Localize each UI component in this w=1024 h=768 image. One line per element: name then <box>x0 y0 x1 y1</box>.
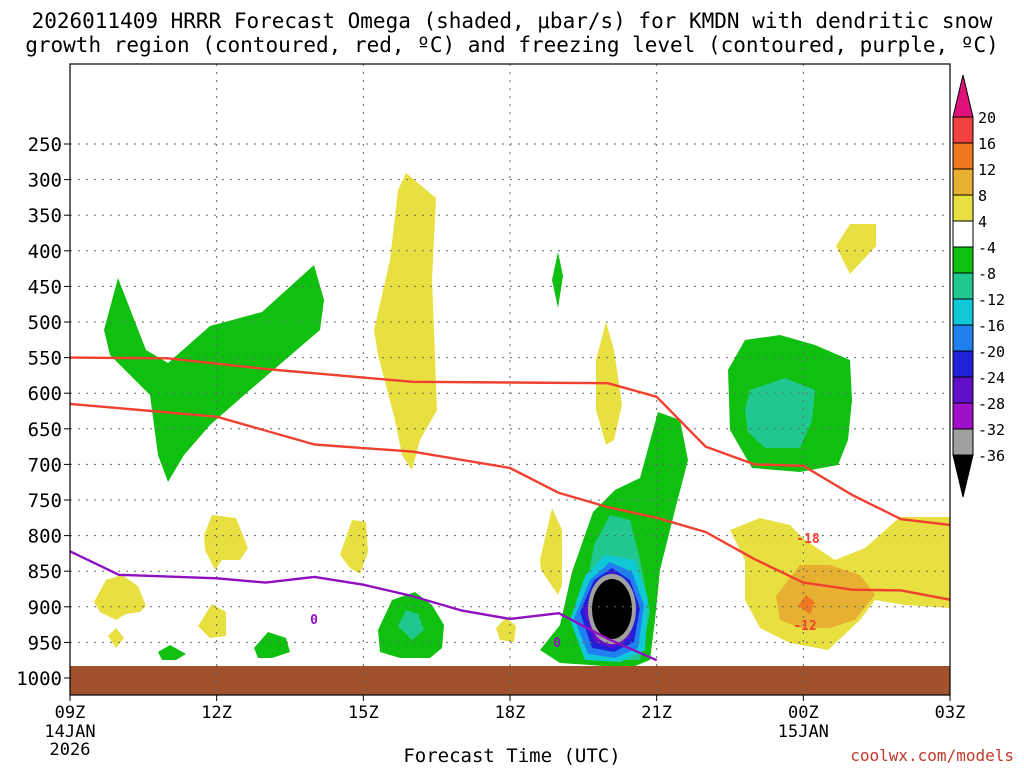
omega-region <box>94 575 146 620</box>
omega-region <box>340 520 368 574</box>
y-tick-label: 400 <box>28 241 62 263</box>
y-tick-label: 800 <box>28 526 62 548</box>
colorbar-segment <box>952 428 974 456</box>
contour-dendritic-lower <box>69 402 951 601</box>
colorbar-label: -16 <box>978 317 1005 335</box>
omega-region <box>254 632 290 658</box>
colorbar-segment <box>952 168 974 196</box>
colorbar-label: -12 <box>978 291 1005 309</box>
x-tick-label: 09Z <box>55 703 86 723</box>
colorbar-segment <box>952 116 974 144</box>
colorbar-segment <box>952 324 974 352</box>
omega-region <box>592 579 632 639</box>
x-tick-label: 15Z <box>348 703 379 723</box>
x-tick-label: 18Z <box>495 703 526 723</box>
x-tick-label: 00Z <box>788 703 819 723</box>
omega-region <box>374 173 437 470</box>
colorbar: 20 16 12 8 4 -4 -8 -12 -16 -20 -24 -28 -32 -36 <box>952 74 1005 498</box>
freezing-level-label: 0 <box>553 636 561 651</box>
omega-region <box>552 252 563 308</box>
colorbar-label: -20 <box>978 343 1005 361</box>
site-credit: coolwx.com/models <box>850 746 1014 765</box>
contour-freezing-level <box>69 550 658 662</box>
chart-title-line2: growth region (contoured, red, ºC) and f… <box>25 33 999 57</box>
colorbar-label: 16 <box>978 135 996 153</box>
y-axis-labels: 250 300 350 400 450 500 550 600 650 700 750 800 850 9… <box>16 134 62 690</box>
x-date-label: 14JAN <box>44 722 95 742</box>
dendritic-contour-label: -18 <box>796 532 820 547</box>
x-tick-label: 03Z <box>935 703 966 723</box>
colorbar-label: 4 <box>978 213 987 231</box>
omega-region <box>204 515 248 570</box>
omega-shading <box>94 173 950 668</box>
colorbar-label: -4 <box>978 239 996 257</box>
colorbar-segment <box>952 376 974 404</box>
y-tick-label: 950 <box>28 632 62 654</box>
x-tick-label: 12Z <box>201 703 232 723</box>
y-tick-label: 250 <box>28 134 62 156</box>
dendritic-contour-label: -12 <box>793 619 816 634</box>
freezing-level-label: 0 <box>310 613 318 628</box>
colorbar-label: 20 <box>978 109 996 127</box>
omega-region <box>158 645 186 660</box>
y-tick-label: 350 <box>28 205 62 227</box>
colorbar-segment <box>952 246 974 274</box>
colorbar-segment <box>952 220 974 248</box>
colorbar-label: -8 <box>978 265 996 283</box>
y-tick-label: 500 <box>28 312 62 334</box>
colorbar-label: -36 <box>978 447 1005 465</box>
colorbar-label: 8 <box>978 187 987 205</box>
omega-region <box>496 618 516 642</box>
colorbar-top-arrow <box>952 74 974 118</box>
y-tick-label: 300 <box>28 170 62 192</box>
y-tick-label: 1000 <box>16 668 62 690</box>
colorbar-label: -28 <box>978 395 1005 413</box>
colorbar-segment <box>952 272 974 300</box>
colorbar-label: 12 <box>978 161 996 179</box>
y-tick-label: 850 <box>28 561 62 583</box>
omega-region <box>540 508 562 595</box>
colorbar-segment <box>952 298 974 326</box>
omega-region <box>798 595 815 614</box>
x-date-label: 15JAN <box>778 722 829 742</box>
colorbar-segment <box>952 402 974 430</box>
x-tick-label: 21Z <box>641 703 672 723</box>
y-tick-label: 750 <box>28 490 62 512</box>
omega-region <box>745 378 815 448</box>
colorbar-segment <box>952 142 974 170</box>
colorbar-segment <box>952 350 974 378</box>
omega-region <box>836 224 876 274</box>
omega-region <box>108 628 124 648</box>
colorbar-label: -32 <box>978 421 1005 439</box>
y-tick-label: 700 <box>28 454 62 476</box>
y-tick-label: 650 <box>28 419 62 441</box>
omega-region <box>198 604 226 638</box>
colorbar-segment <box>952 194 974 222</box>
omega-region <box>398 610 424 640</box>
y-tick-label: 550 <box>28 348 62 370</box>
y-tick-label: 600 <box>28 383 62 405</box>
contour-lines <box>69 356 951 662</box>
x-year-label: 2026 <box>50 740 91 760</box>
plot-frame <box>69 63 951 696</box>
contour-dendritic-upper <box>69 356 951 527</box>
colorbar-bottom-arrow <box>952 454 974 498</box>
omega-region <box>104 265 324 482</box>
x-axis-title: Forecast Time (UTC) <box>403 745 621 767</box>
chart-title-line1: 2026011409 HRRR Forecast Omega (shaded, … <box>31 9 993 33</box>
colorbar-label: -24 <box>978 369 1005 387</box>
y-tick-label: 450 <box>28 276 62 298</box>
y-tick-label: 900 <box>28 597 62 619</box>
